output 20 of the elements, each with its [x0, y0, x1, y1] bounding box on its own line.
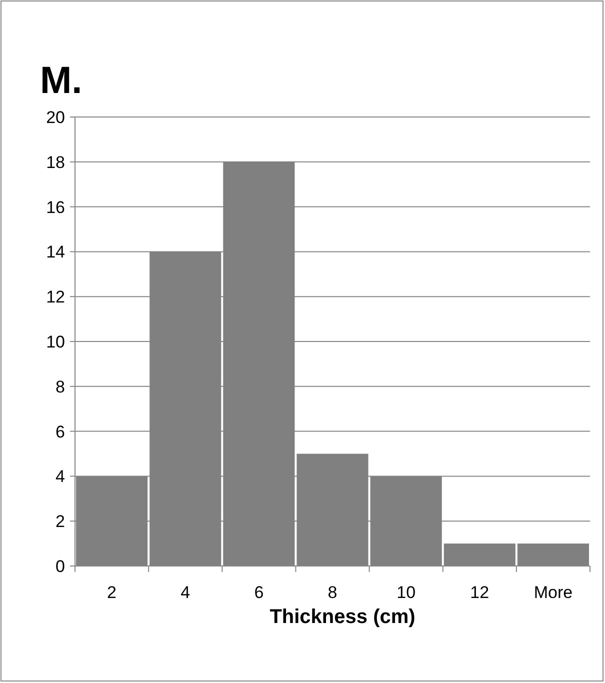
y-tick-label: 12 — [46, 288, 65, 307]
y-tick-label: 4 — [56, 467, 65, 486]
x-tick-label: 4 — [180, 583, 190, 602]
y-tick-label: 16 — [46, 198, 65, 217]
y-tick-label: 20 — [46, 108, 65, 127]
y-tick-label: 18 — [46, 152, 65, 172]
y-tick-label: 14 — [46, 242, 65, 262]
x-tick-label: 8 — [328, 583, 338, 602]
y-tick-label: 6 — [56, 422, 65, 442]
y-tick-label: 10 — [46, 332, 65, 352]
x-axis-title: Thickness (cm) — [270, 606, 416, 628]
y-tick-label: 0 — [56, 556, 65, 576]
y-tick-label: 2 — [56, 512, 65, 532]
x-tick-label: 10 — [396, 583, 416, 602]
x-tick-label: 2 — [107, 583, 117, 602]
x-tick-label: 12 — [470, 583, 490, 602]
chart-title: M. — [40, 60, 82, 102]
x-tick-label: 6 — [254, 583, 264, 602]
y-tick-label: 8 — [56, 377, 65, 396]
x-tick-label: More — [534, 583, 573, 602]
